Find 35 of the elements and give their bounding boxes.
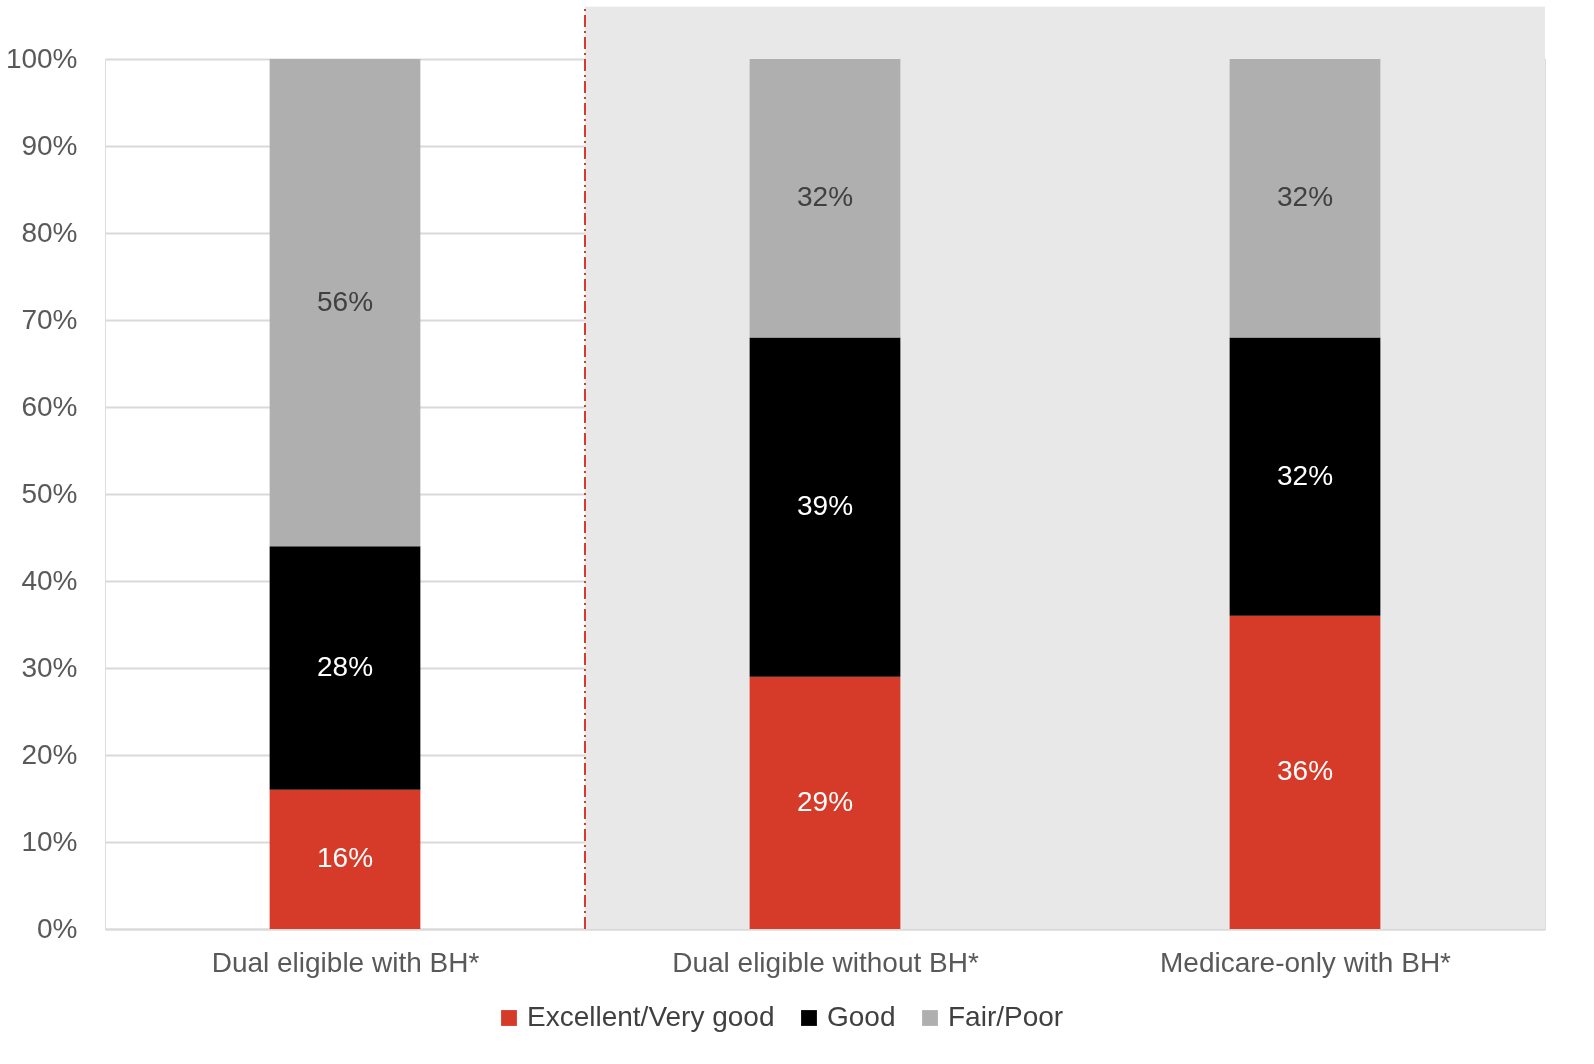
bar xyxy=(1229,59,1381,338)
legend-label: Excellent/Very good xyxy=(527,1001,775,1032)
y-tick-label: 0% xyxy=(37,912,78,944)
x-tick-label: Dual eligible with BH* xyxy=(211,946,480,978)
legend-label: Good xyxy=(827,1001,896,1032)
bar xyxy=(749,337,901,677)
bar xyxy=(749,59,901,338)
text: 56% xyxy=(316,285,374,317)
bar xyxy=(269,59,421,547)
y-tick-label: 20% xyxy=(21,738,78,770)
text: 39% xyxy=(796,490,854,522)
y-tick-label: 90% xyxy=(21,129,78,161)
y-tick-label: 30% xyxy=(21,651,78,683)
bar xyxy=(269,789,421,929)
x-tick-label: Dual eligible without BH* xyxy=(672,946,979,978)
bar xyxy=(1229,615,1381,929)
text: 36% xyxy=(1276,755,1334,787)
text: 32% xyxy=(796,181,854,213)
legend-label: Fair/Poor xyxy=(948,1001,1064,1032)
y-tick-label: 40% xyxy=(21,564,78,596)
text: 28% xyxy=(316,651,374,682)
y-tick-label: 10% xyxy=(21,825,78,857)
y-tick-label: 70% xyxy=(21,303,78,335)
bar xyxy=(1229,337,1381,616)
y-tick-label: 80% xyxy=(21,216,78,248)
text: 32% xyxy=(1276,181,1334,213)
y-tick-label: 50% xyxy=(21,477,78,509)
y-tick-label: 60% xyxy=(21,390,78,422)
text: 16% xyxy=(316,842,374,874)
text: 32% xyxy=(1276,459,1334,491)
bar xyxy=(269,546,421,790)
text: 29% xyxy=(796,785,854,817)
bar xyxy=(749,676,901,929)
y-tick-label: 100% xyxy=(5,42,78,74)
x-tick-label: Medicare-only with BH* xyxy=(1160,946,1452,978)
